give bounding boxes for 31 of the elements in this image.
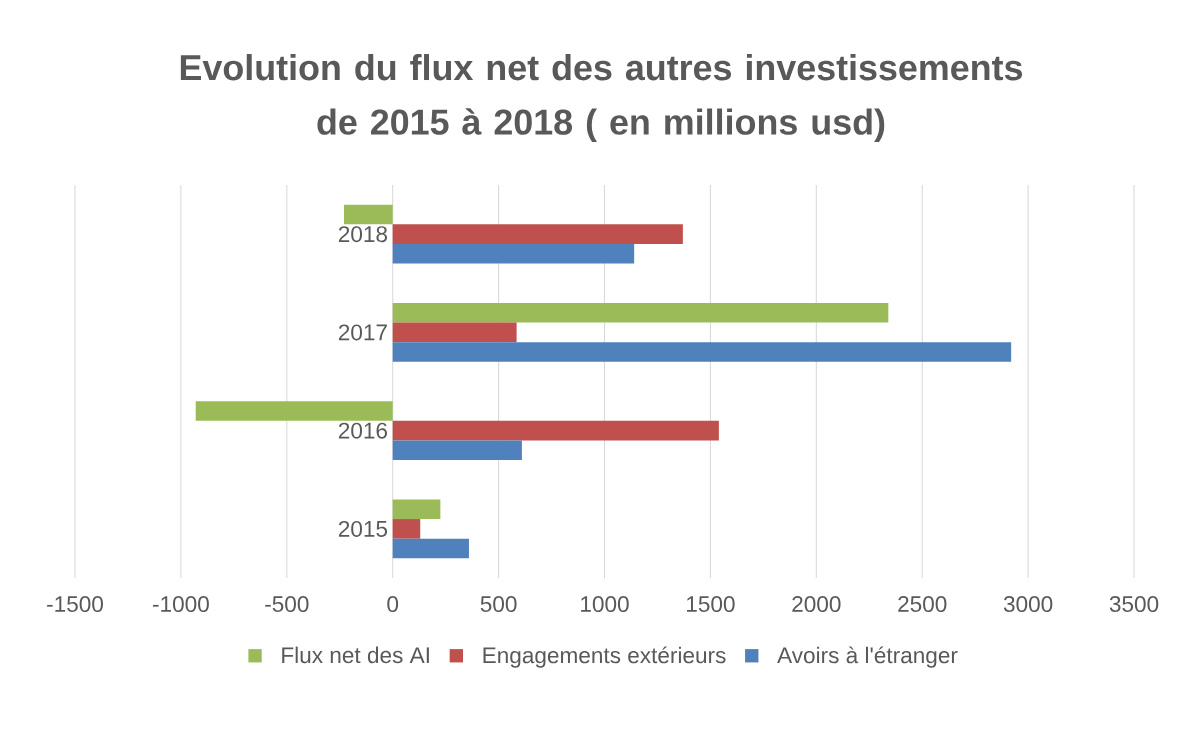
x-tick-label: 2500	[898, 596, 947, 613]
x-tick-label: -1000	[153, 596, 209, 613]
bar	[392, 224, 683, 244]
bar	[392, 440, 522, 461]
x-tick-label: -500	[265, 596, 309, 613]
bar	[392, 519, 421, 539]
x-tick-label: 0	[387, 596, 399, 613]
x-tick-label: 1500	[687, 596, 735, 613]
bar	[392, 342, 1012, 362]
x-tick-label: 1000	[581, 596, 629, 613]
bar	[343, 204, 393, 225]
y-tick-label: 2016	[338, 422, 387, 439]
y-tick-label: 2015	[338, 520, 388, 537]
legend-label: Flux net des AI	[282, 646, 429, 664]
bar	[392, 322, 517, 343]
bar	[392, 243, 635, 264]
x-tick-label: 3000	[1003, 596, 1053, 613]
x-tick-label: 500	[480, 596, 517, 613]
bar	[392, 420, 719, 441]
bar	[195, 401, 393, 421]
bar	[392, 499, 441, 520]
y-tick-label: 2018	[338, 226, 388, 243]
bar	[392, 538, 469, 559]
x-tick-label: -1500	[47, 596, 103, 613]
x-tick-label: 2000	[792, 596, 841, 613]
y-tick-label: 2017	[338, 324, 387, 341]
x-tick-label: 3500	[1109, 596, 1159, 613]
bar	[392, 302, 889, 323]
legend-label: Avoirs à l'étranger	[777, 646, 958, 668]
chart-title: Evolution du flux net des autres investissements de 2015 à 2018 ( en millions usd)	[180, 54, 1023, 142]
legend-label: Engagements extérieurs	[483, 646, 726, 668]
